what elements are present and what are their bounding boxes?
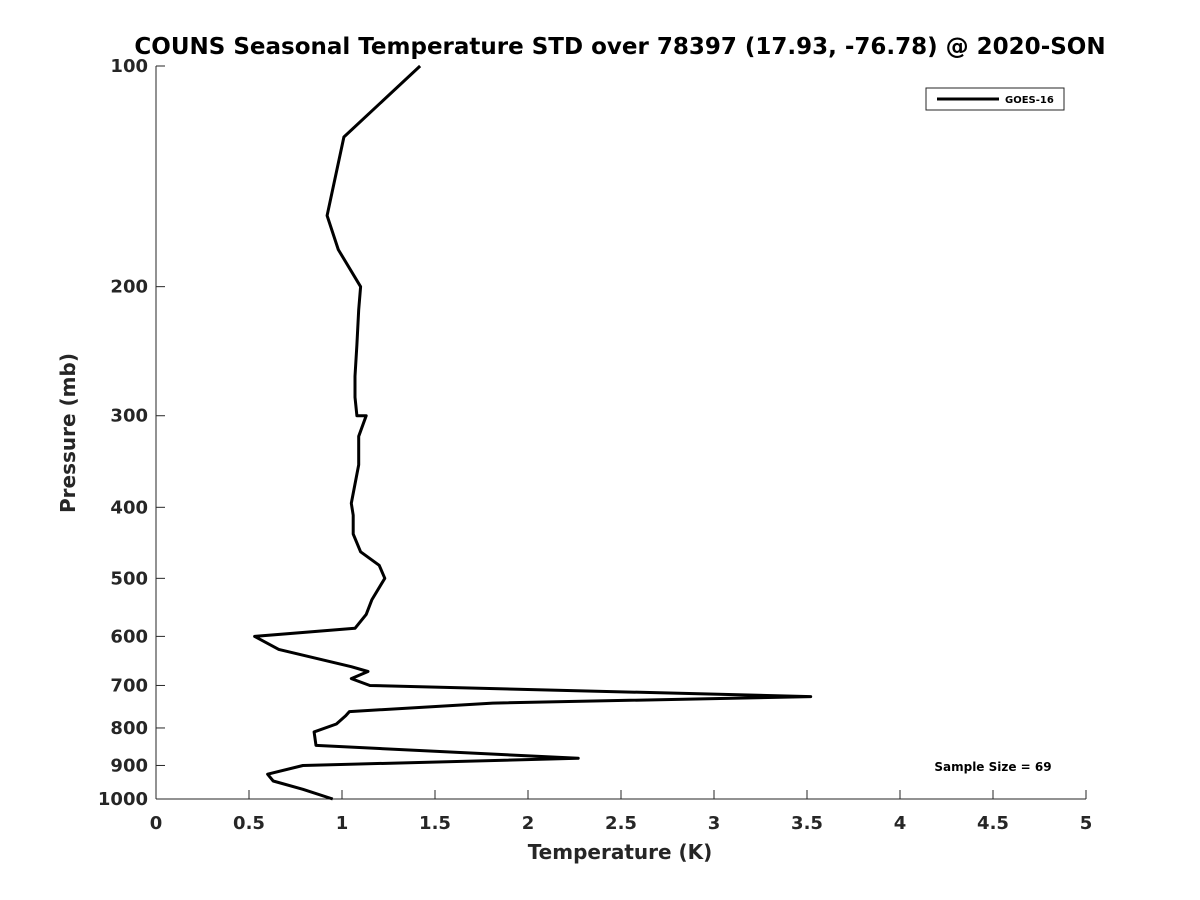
y-tick-label: 100 [110,56,148,77]
x-tick-label: 1 [336,813,349,834]
legend-entry-goes-16: GOES-16 [1005,95,1054,106]
x-tick-label: 4 [894,813,907,834]
chart-title: COUNS Seasonal Temperature STD over 7839… [134,34,1105,60]
sample-size-annotation: Sample Size = 69 [934,760,1051,774]
y-axis-label: Pressure (mb) [56,353,80,513]
x-tick-label: 2 [522,813,535,834]
y-tick-label: 500 [110,568,148,589]
x-axis-label: Temperature (K) [528,840,713,864]
y-tick-label: 200 [110,277,148,298]
x-tick-label: 3.5 [791,813,823,834]
x-tick-label: 4.5 [977,813,1009,834]
y-tick-label: 400 [110,497,148,518]
x-tick-label: 5 [1080,813,1093,834]
x-tick-label: 0.5 [233,813,265,834]
series-layer [253,64,813,801]
y-tick-label: 700 [110,675,148,696]
x-tick-label: 3 [708,813,721,834]
x-axis-ticks: 0 0.5 1 1.5 2 2.5 3 3.5 4 4.5 5 [150,790,1093,834]
plot-area: 0 0.5 1 1.5 2 2.5 3 3.5 4 4.5 5 100 200 300 400 500 600… [98,56,1092,834]
y-tick-label: 900 [110,755,148,776]
x-tick-label: 1.5 [419,813,451,834]
series-line-goes-16 [253,64,813,801]
x-tick-label: 0 [150,813,163,834]
y-tick-label: 800 [110,718,148,739]
y-tick-label: 1000 [98,789,148,810]
y-axis-ticks: 100 200 300 400 500 600 700 800 900 1000 [98,56,165,810]
legend: GOES-16 [925,87,1065,111]
y-tick-label: 300 [110,406,148,427]
y-tick-label: 600 [110,626,148,647]
x-tick-label: 2.5 [605,813,637,834]
